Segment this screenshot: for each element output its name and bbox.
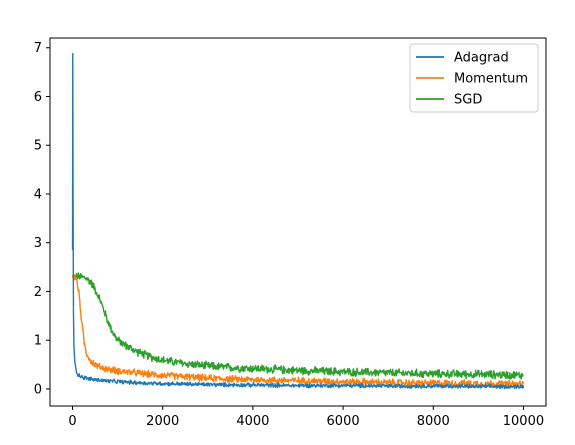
plot-frame: [49, 37, 547, 407]
series-layer: [71, 52, 525, 390]
series-line-sgd: [72, 272, 524, 380]
x-tick-label: 4000: [236, 414, 269, 429]
legend-label-adagrad: Adagrad: [454, 51, 509, 66]
legend-box: [409, 43, 539, 113]
y-tick-label: 5: [34, 139, 42, 154]
legend: Adagrad Momentum SGD: [409, 43, 539, 113]
x-tick-label: 6000: [327, 414, 360, 429]
y-axis: 0 1 2 3 4 5 6 7: [34, 41, 50, 397]
y-tick-label: 1: [34, 334, 42, 349]
y-tick-label: 3: [34, 236, 42, 251]
series-line-momentum: [71, 274, 525, 389]
y-tick-label: 0: [34, 382, 42, 397]
x-tick-label: 2000: [146, 414, 179, 429]
x-tick-label: 10000: [503, 414, 544, 429]
x-axis: 0 2000 4000 6000 8000 10000: [68, 406, 544, 429]
y-tick-label: 7: [34, 41, 42, 56]
x-tick-label: 8000: [417, 414, 450, 429]
x-tick-label: 0: [68, 414, 76, 429]
y-tick-label: 2: [34, 285, 42, 300]
legend-label-momentum: Momentum: [454, 72, 528, 87]
series-line-adagrad: [71, 52, 525, 390]
y-tick-label: 4: [34, 187, 42, 202]
legend-label-sgd: SGD: [454, 93, 482, 108]
y-tick-label: 6: [34, 90, 42, 105]
